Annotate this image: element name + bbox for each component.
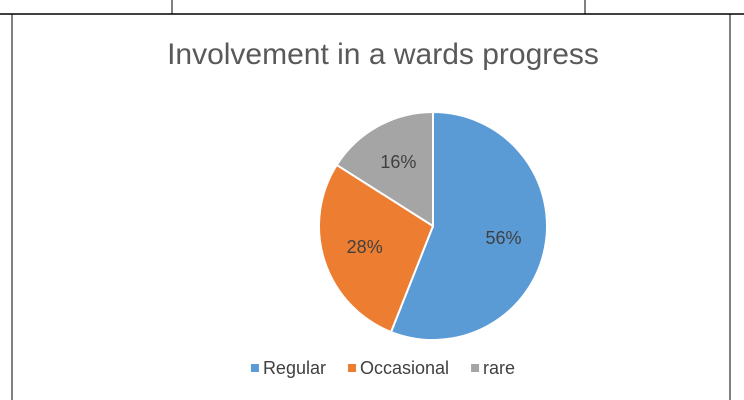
data-label: 28% (347, 237, 383, 257)
pie-slice (389, 110, 548, 341)
legend-label: Regular (263, 358, 326, 378)
legend-label: rare (483, 358, 515, 378)
legend-label: Occasional (360, 358, 449, 378)
legend-marker (471, 364, 480, 372)
chart-title: Involvement in a wards progress (167, 38, 599, 71)
data-label: 16% (380, 152, 416, 172)
pie-slice (335, 110, 434, 228)
legend-marker (347, 364, 356, 372)
pie-slice (318, 163, 435, 334)
data-label: 56% (486, 228, 522, 248)
legend-marker (250, 364, 259, 372)
